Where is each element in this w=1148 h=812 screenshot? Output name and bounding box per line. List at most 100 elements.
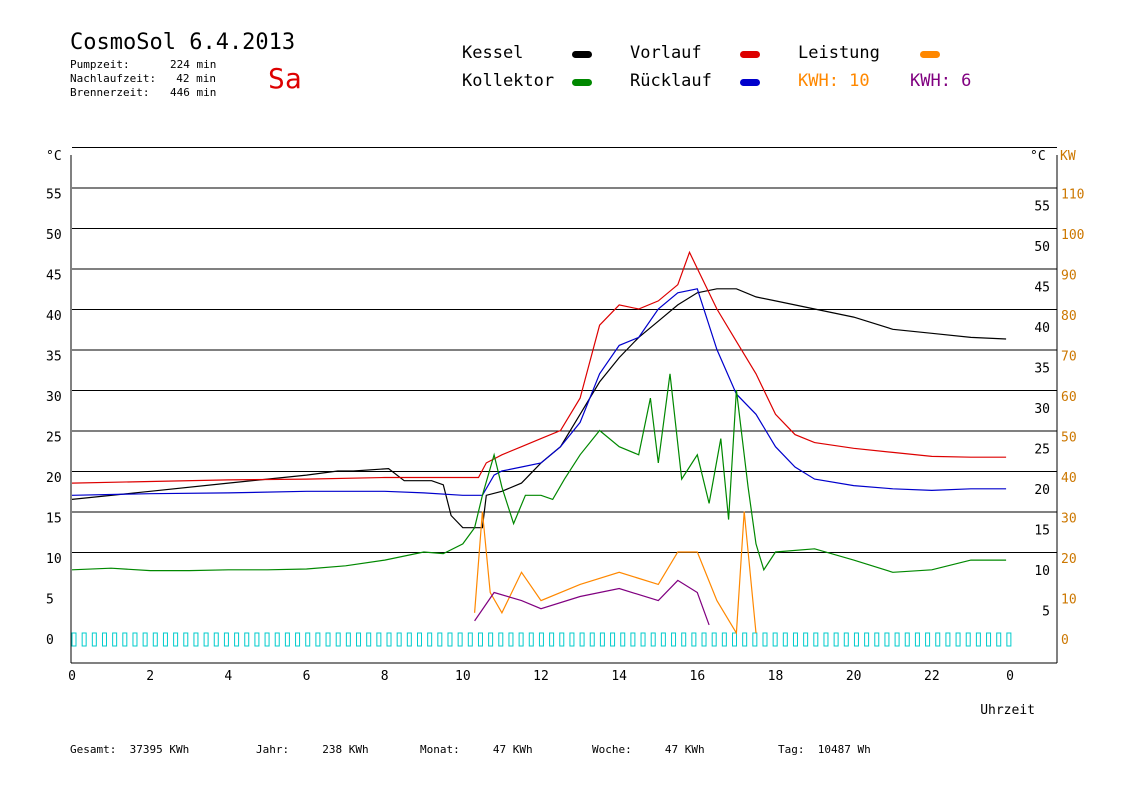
legend-item-kollektor: Kollektor [462,71,592,91]
series-line-vorlauf [71,250,1007,484]
legend-label: Rücklauf [630,71,712,91]
footer-label: Jahr: [256,743,290,756]
footer-woche: Woche: 47 KWh [592,743,705,756]
x-tick-label: 16 [690,669,706,684]
pump-marker [264,632,270,647]
y-axis-unit-kw: KW [1060,149,1076,164]
y-tick-label-left: 25 [46,431,62,446]
y-tick-label-kw: 80 [1061,309,1077,324]
footer-jahr: Jahr: 238 KWh [256,743,369,756]
pump-marker [965,632,971,647]
pump-marker [274,632,280,647]
pump-marker [853,632,859,647]
x-axis-label: Uhrzeit [980,703,1035,718]
pump-marker [284,632,290,647]
pump-marker [925,632,931,647]
pump-marker [406,632,412,647]
pump-marker [335,632,341,647]
footer-value: 10487 Wh [817,743,871,756]
pump-marker [721,632,727,647]
pump-marker [610,632,616,647]
series-line-kwh2 [474,579,710,626]
pump-marker [579,632,585,647]
y-tick-label-right: 45 [1034,281,1050,296]
pump-marker [152,632,158,647]
y-tick-label-right: 25 [1034,443,1050,458]
pump-marker [101,632,107,647]
pump-marker [132,632,138,647]
pump-marker [234,632,240,647]
pump-marker [315,632,321,647]
y-tick-label-left: 55 [46,188,62,203]
pump-marker [1006,632,1012,647]
series-line-leistung [474,511,757,635]
pump-marker [203,632,209,647]
pump-marker [173,632,179,647]
pump-marker [91,632,97,647]
pump-marker [711,632,717,647]
pump-marker [396,632,402,647]
legend-swatch-ruecklauf [740,79,760,86]
pump-marker [457,632,463,647]
pump-marker [142,632,148,647]
footer-monat: Monat: 47 KWh [420,743,533,756]
pump-marker [823,632,829,647]
x-tick-label: 2 [146,669,154,684]
pump-marker [345,632,351,647]
pump-marker [549,632,555,647]
pump-marker [416,632,422,647]
x-tick-label: 10 [455,669,471,684]
y-tick-label-left: 30 [46,390,62,405]
pump-marker [843,632,849,647]
footer-label: Gesamt: [70,743,117,756]
pump-marker [935,632,941,647]
y-tick-label-left: 35 [46,350,62,365]
pump-marker [640,632,646,647]
pump-marker [386,632,392,647]
footer-label: Woche: [592,743,632,756]
y-tick-label-kw: 100 [1061,228,1084,243]
pump-marker [81,632,87,647]
series-line-rücklauf [71,288,1007,496]
stat-label: Pumpzeit: [70,58,130,71]
pump-marker [955,632,961,647]
stat-label: Brennerzeit: [70,86,150,99]
y-tick-label-right: 20 [1034,483,1050,498]
legend-label: Vorlauf [630,43,702,63]
stat-value: 42 min [176,72,216,85]
y-tick-label-left: 40 [46,309,62,324]
pump-marker [254,632,260,647]
pump-marker [660,632,666,647]
stat-value: 224 min [170,58,217,71]
y-tick-label-kw: 110 [1061,188,1084,203]
legend-label: Leistung [798,43,880,63]
pump-marker [295,632,301,647]
y-tick-label-right: 15 [1034,524,1050,539]
pump-marker [772,632,778,647]
pump-marker [914,632,920,647]
y-tick-label-kw: 20 [1061,552,1077,567]
pump-marker [518,632,524,647]
legend-swatch-kollektor [572,79,592,86]
footer-value: 238 KWh [322,743,369,756]
y-tick-label-right: 35 [1034,362,1050,377]
pump-marker [71,632,77,647]
footer-tag: Tag: 10487 Wh [778,743,871,756]
y-tick-label-right: 10 [1034,564,1050,579]
y-tick-label-kw: 30 [1061,512,1077,527]
x-tick-label: 0 [1006,669,1014,684]
pump-marker [742,632,748,647]
y-tick-label-left: 45 [46,269,62,284]
pump-marker [945,632,951,647]
y-tick-label-kw: 10 [1061,593,1077,608]
pump-marker [864,632,870,647]
page-title: CosmoSol 6.4.2013 [70,30,296,55]
y-tick-label-kw: 0 [1061,633,1069,648]
pump-marker [376,632,382,647]
stat-value: 446 min [170,86,217,99]
x-tick-label: 12 [533,669,549,684]
pump-marker [671,632,677,647]
pump-marker [813,632,819,647]
x-tick-label: 14 [611,669,627,684]
pump-marker [874,632,880,647]
